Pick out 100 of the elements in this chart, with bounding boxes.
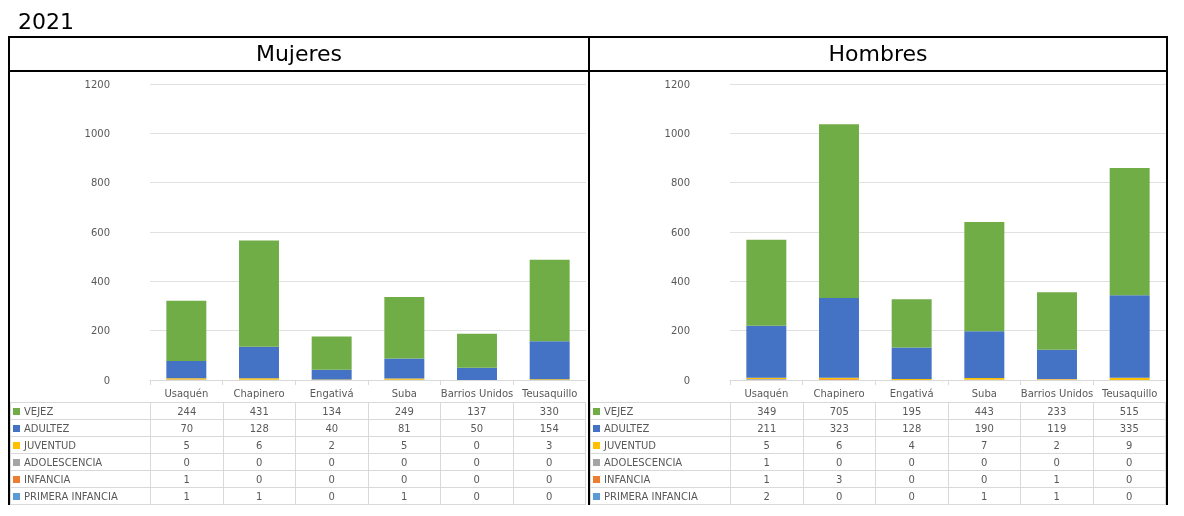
y-tick-label: 1000 [84,127,110,139]
chart-title: Hombres [590,36,1166,72]
data-label: 0 [1093,453,1166,471]
data-label: 0 [295,487,368,505]
data-label: 3 [803,470,876,488]
data-label: 5 [150,436,223,454]
data-label: 0 [368,453,441,471]
data-label: 2 [1020,436,1093,454]
legend-label: INFANCIA [590,470,731,488]
data-label: 6 [803,436,876,454]
chart-title: Mujeres [10,36,588,72]
data-label: 1 [1020,470,1093,488]
legend-label: ADULTEZ [10,419,151,437]
data-label: 137 [440,402,513,420]
data-label: 0 [1093,487,1166,505]
y-tick-label: 1200 [84,78,110,90]
data-label: 211 [730,419,803,437]
data-label: 128 [223,419,296,437]
data-label: 6 [223,436,296,454]
legend-label: ADULTEZ [590,419,731,437]
legend-label: VEJEZ [10,402,151,420]
data-label: 5 [368,436,441,454]
data-label: 81 [368,419,441,437]
data-label: 2 [295,436,368,454]
data-label: 0 [440,453,513,471]
data-label: 9 [1093,436,1166,454]
legend-label: INFANCIA [10,470,151,488]
y-tick-label: 600 [90,226,110,238]
data-label: 705 [803,402,876,420]
data-label: 70 [150,419,223,437]
x-tick-label: Suba [971,387,997,399]
y-tick-label: 400 [90,275,110,287]
legend-label: JUVENTUD [590,436,731,454]
y-tick-label: 200 [670,325,690,337]
x-tick-label: Usaquén [744,387,789,399]
data-label: 335 [1093,419,1166,437]
x-tick-label: Chapinero [233,387,285,399]
data-label: 1 [948,487,1021,505]
data-label: 1 [1020,487,1093,505]
y-tick-label: 800 [90,177,110,189]
x-tick-label: Suba [391,387,417,399]
data-label: 0 [948,470,1021,488]
y-tick-label: 1200 [664,78,690,90]
legend-label: VEJEZ [590,402,731,420]
data-label: 4 [875,436,948,454]
data-label: 0 [875,487,948,505]
data-label: 0 [223,453,296,471]
x-tick-label: Chapinero [813,387,865,399]
x-tick-label: Teusaquillo [1100,387,1158,399]
data-label: 2 [730,487,803,505]
legend-label: PRIMERA INFANCIA [590,487,731,505]
data-label: 0 [440,487,513,505]
legend-label: JUVENTUD [10,436,151,454]
x-tick-label: Barrios Unidos [440,387,514,399]
data-label: 195 [875,402,948,420]
data-label: 1 [150,470,223,488]
data-label: 330 [513,402,586,420]
data-label: 0 [875,470,948,488]
data-label: 1 [730,470,803,488]
data-label: 0 [948,453,1021,471]
data-label: 323 [803,419,876,437]
data-label: 0 [875,453,948,471]
data-label: 50 [440,419,513,437]
x-tick-label: Engativá [309,387,354,399]
data-label: 154 [513,419,586,437]
data-label: 5 [730,436,803,454]
data-label: 443 [948,402,1021,420]
data-label: 0 [513,470,586,488]
data-label: 190 [948,419,1021,437]
text: 2021 [18,9,74,34]
data-label: 0 [1093,470,1166,488]
data-label: 3 [513,436,586,454]
data-label: 0 [440,436,513,454]
data-label: 0 [368,470,441,488]
data-label: 0 [1020,453,1093,471]
y-tick-label: 600 [670,226,690,238]
y-tick-label: 0 [103,374,110,386]
data-label: 1 [368,487,441,505]
y-tick-label: 0 [683,374,690,386]
data-label: 1 [150,487,223,505]
x-tick-label: Engativá [889,387,934,399]
data-label: 1 [223,487,296,505]
legend-label: PRIMERA INFANCIA [10,487,151,505]
data-label: 0 [513,453,586,471]
x-tick-label: Usaquén [164,387,209,399]
data-label: 0 [150,453,223,471]
x-tick-label: Teusaquillo [520,387,578,399]
y-tick-label: 1000 [664,127,690,139]
x-tick-label: Barrios Unidos [1020,387,1094,399]
data-label: 0 [803,487,876,505]
data-label: 128 [875,419,948,437]
data-label: 249 [368,402,441,420]
data-label: 1 [730,453,803,471]
data-label: 244 [150,402,223,420]
data-label: 0 [295,453,368,471]
data-label: 134 [295,402,368,420]
y-tick-label: 400 [670,275,690,287]
data-label: 40 [295,419,368,437]
data-label: 349 [730,402,803,420]
data-label: 0 [223,470,296,488]
